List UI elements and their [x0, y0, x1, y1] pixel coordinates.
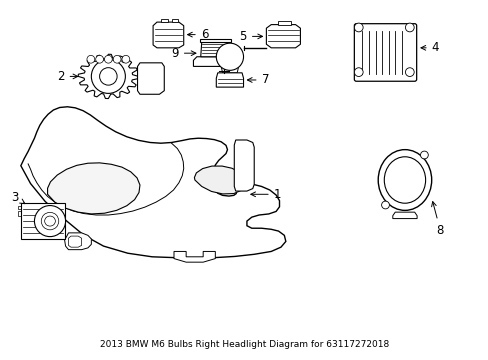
Circle shape — [41, 212, 59, 230]
Circle shape — [100, 68, 117, 85]
Polygon shape — [194, 166, 245, 194]
Polygon shape — [201, 42, 229, 57]
Text: 9: 9 — [171, 47, 196, 60]
Circle shape — [405, 23, 413, 32]
Polygon shape — [216, 73, 243, 87]
Text: 3: 3 — [11, 191, 25, 204]
Polygon shape — [68, 236, 81, 247]
Text: 4: 4 — [420, 41, 438, 54]
Polygon shape — [277, 21, 290, 24]
Polygon shape — [161, 18, 167, 22]
Polygon shape — [47, 163, 140, 214]
Polygon shape — [153, 22, 183, 48]
FancyBboxPatch shape — [21, 203, 64, 239]
Circle shape — [104, 55, 112, 63]
Circle shape — [34, 206, 65, 237]
Polygon shape — [137, 63, 164, 94]
Text: 1: 1 — [250, 188, 281, 201]
Circle shape — [216, 43, 243, 70]
Polygon shape — [266, 24, 300, 48]
Text: 6: 6 — [187, 28, 208, 41]
Text: 2013 BMW M6 Bulbs Right Headlight Diagram for 63117272018: 2013 BMW M6 Bulbs Right Headlight Diagra… — [100, 340, 388, 349]
Circle shape — [405, 68, 413, 76]
Polygon shape — [221, 66, 238, 73]
Polygon shape — [171, 18, 178, 22]
Circle shape — [420, 151, 427, 159]
Polygon shape — [19, 211, 21, 216]
Circle shape — [91, 59, 125, 93]
Polygon shape — [193, 57, 237, 66]
FancyBboxPatch shape — [354, 24, 416, 81]
Text: 2: 2 — [57, 70, 78, 83]
Circle shape — [96, 55, 103, 63]
Circle shape — [122, 55, 129, 63]
Polygon shape — [64, 233, 91, 249]
Text: 5: 5 — [239, 30, 262, 43]
Circle shape — [354, 68, 363, 76]
Polygon shape — [19, 206, 21, 209]
Ellipse shape — [384, 157, 425, 203]
Polygon shape — [78, 54, 138, 99]
Polygon shape — [234, 140, 254, 191]
Polygon shape — [200, 39, 230, 42]
Circle shape — [381, 201, 388, 209]
Polygon shape — [174, 251, 215, 262]
Circle shape — [113, 55, 121, 63]
Circle shape — [87, 55, 95, 63]
Polygon shape — [21, 107, 285, 258]
Ellipse shape — [44, 216, 55, 226]
Text: 8: 8 — [431, 202, 443, 237]
Ellipse shape — [377, 150, 431, 210]
Circle shape — [354, 23, 363, 32]
Polygon shape — [392, 212, 416, 219]
Text: 7: 7 — [247, 73, 268, 86]
